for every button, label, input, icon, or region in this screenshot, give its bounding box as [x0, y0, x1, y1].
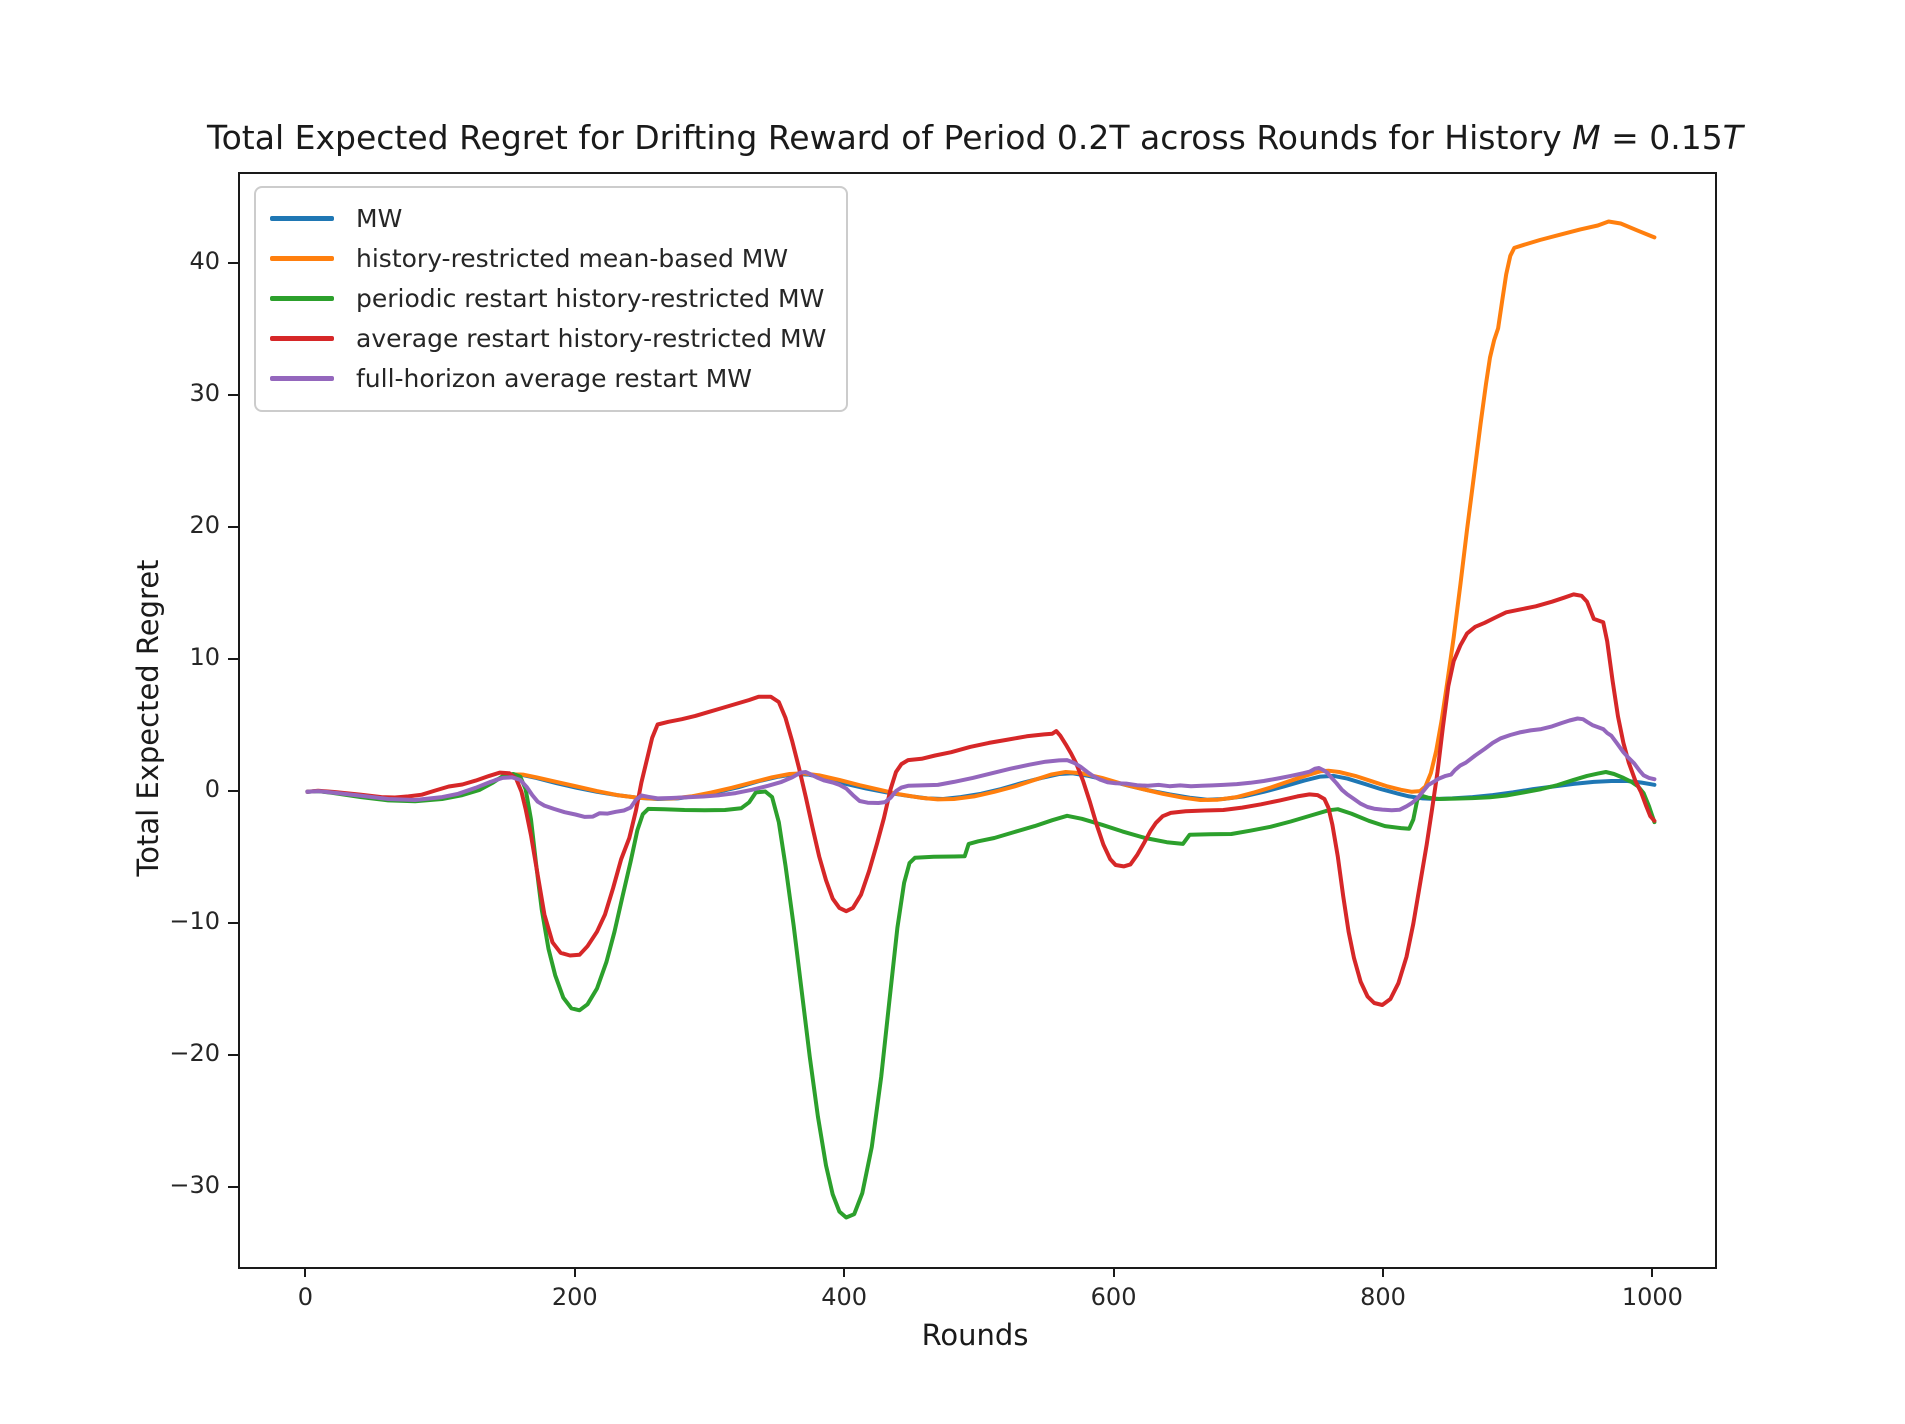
x-tick-mark-200 — [573, 1267, 576, 1277]
y-tick-label-0: 0 — [204, 775, 220, 804]
legend-entry-full-horizon-average-restart-mw: full-horizon average restart MW — [270, 358, 826, 398]
y-tick-mark-40 — [228, 262, 238, 265]
x-tick-mark-800 — [1381, 1267, 1384, 1277]
legend-entry-mw: MW — [270, 198, 826, 238]
legend-line-swatch-periodic-restart-history-restricted-mw — [270, 295, 334, 301]
y-axis-label: Total Expected Regret — [131, 559, 165, 877]
x-tick-label-200: 200 — [551, 1283, 598, 1311]
x-axis-label: Rounds — [921, 1318, 1029, 1352]
legend-label-full-horizon-average-restart-mw: full-horizon average restart MW — [356, 363, 752, 393]
x-tick-label-800: 800 — [1360, 1283, 1406, 1311]
legend-line-swatch-average-restart-history-restricted-mw — [270, 335, 334, 341]
plot-area: MW history-restricted mean-based MW period… — [238, 172, 1717, 1269]
x-tick-label-600: 600 — [1090, 1283, 1137, 1311]
x-tick-label-400: 400 — [821, 1283, 868, 1311]
chart-title-text: Total Expected Regret for Drifting Rewar… — [207, 118, 1573, 157]
x-tick-mark-1000 — [1651, 1267, 1654, 1277]
series-line-periodic-restart-history-restricted-mw — [305, 770, 1657, 1220]
y-tick-mark-20 — [228, 526, 238, 529]
y-tick-mark-30 — [228, 394, 238, 397]
y-tick-label--20: −20 — [169, 1039, 220, 1068]
legend-label-mw: MW — [356, 203, 403, 233]
x-tick-mark-0 — [304, 1267, 307, 1277]
legend-line-swatch-history-restricted-mean-based-mw — [270, 255, 334, 261]
y-tick-mark-0 — [228, 790, 238, 793]
y-tick-mark--30 — [228, 1186, 238, 1189]
y-tick-mark-10 — [228, 658, 238, 661]
x-tick-label-1000: 1000 — [1621, 1283, 1683, 1311]
legend: MW history-restricted mean-based MW period… — [254, 186, 849, 412]
chart-title-math-t: T — [1722, 118, 1743, 157]
y-tick-label-40: 40 — [189, 247, 220, 276]
x-tick-mark-400 — [843, 1267, 846, 1277]
legend-entry-average-restart-history-restricted-mw: average restart history-restricted MW — [270, 318, 826, 358]
y-tick-label-10: 10 — [189, 643, 220, 672]
plot-canvas — [305, 219, 1657, 1220]
legend-line-swatch-mw — [270, 215, 334, 221]
chart-title: Total Expected Regret for Drifting Rewar… — [207, 118, 1743, 157]
y-tick-label-30: 30 — [189, 379, 220, 408]
legend-label-history-restricted-mean-based-mw: history-restricted mean-based MW — [356, 243, 789, 273]
chart-title-math-m: M — [1572, 118, 1601, 157]
y-tick-mark--10 — [228, 922, 238, 925]
x-tick-mark-600 — [1112, 1267, 1115, 1277]
series-line-average-restart-history-restricted-mw — [305, 592, 1657, 1007]
x-tick-label-0: 0 — [297, 1283, 313, 1311]
y-tick-label--10: −10 — [169, 907, 220, 936]
series-line-full-horizon-average-restart-mw — [305, 716, 1657, 819]
legend-label-periodic-restart-history-restricted-mw: periodic restart history-restricted MW — [356, 283, 825, 313]
series-line-history-restricted-mean-based-mw — [510, 219, 1657, 802]
legend-entry-history-restricted-mean-based-mw: history-restricted mean-based MW — [270, 238, 826, 278]
legend-line-swatch-full-horizon-average-restart-mw — [270, 375, 334, 381]
y-tick-label--30: −30 — [169, 1171, 220, 1200]
legend-entry-periodic-restart-history-restricted-mw: periodic restart history-restricted MW — [270, 278, 826, 318]
y-tick-mark--20 — [228, 1054, 238, 1057]
chart-title-math-eq: = 0.15 — [1600, 118, 1723, 157]
y-tick-label-20: 20 — [189, 511, 220, 540]
legend-label-average-restart-history-restricted-mw: average restart history-restricted MW — [356, 323, 827, 353]
